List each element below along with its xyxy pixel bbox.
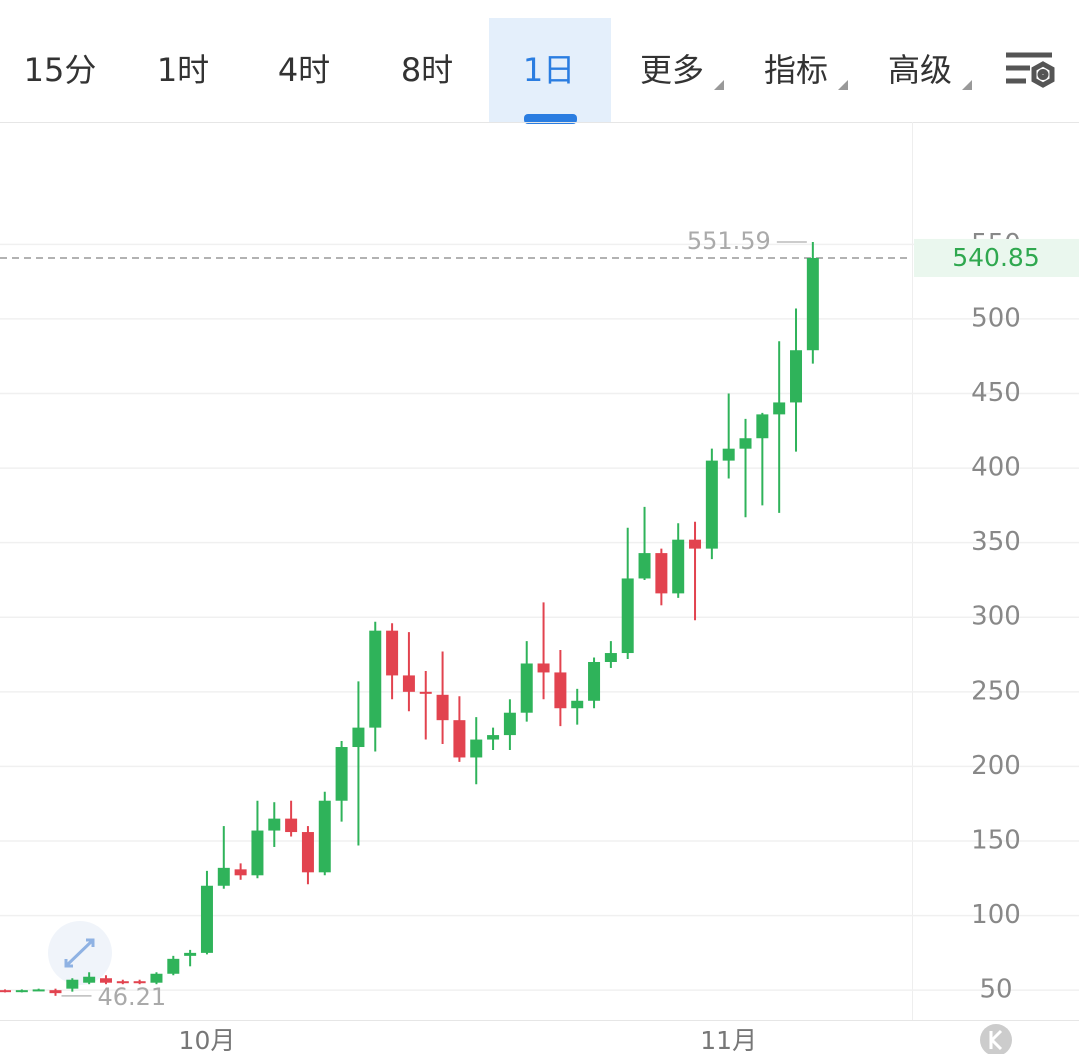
candle-body: [436, 694, 449, 721]
candle-body: [369, 630, 382, 728]
y-tick-label: 200: [971, 751, 1021, 781]
candle-body: [352, 727, 365, 748]
active-tab-indicator: [524, 114, 577, 124]
candle-body: [503, 712, 516, 736]
candle-body: [790, 350, 803, 403]
candle-body: [722, 448, 735, 461]
y-tick-label: 500: [971, 303, 1021, 333]
dropdown-caret: [962, 80, 972, 90]
candle-body: [150, 973, 163, 983]
expand-button[interactable]: [48, 921, 112, 985]
candle-body: [604, 653, 617, 662]
max-label: 551.59: [687, 227, 771, 255]
candle-body: [739, 438, 752, 449]
tab[interactable]: 1时: [157, 51, 209, 89]
tab[interactable]: 更多: [640, 51, 704, 89]
candle-body: [335, 747, 348, 801]
tab[interactable]: 15分: [24, 51, 97, 89]
y-tick-label: 250: [971, 676, 1021, 706]
active-tab-bg: [489, 18, 611, 122]
candle-body: [689, 539, 702, 549]
last-price-label: 540.85: [952, 243, 1039, 272]
candle-body: [554, 672, 567, 709]
candle-body: [705, 460, 718, 549]
dropdown-caret: [714, 80, 724, 90]
candle-body: [453, 720, 466, 758]
y-tick-label: 50: [979, 975, 1012, 1005]
candle-body: [217, 867, 230, 886]
y-tick-label: 100: [971, 900, 1021, 930]
candle-body: [66, 979, 79, 989]
candle-body: [402, 675, 415, 692]
tab[interactable]: 1日: [523, 51, 575, 89]
candle-body: [806, 257, 819, 351]
tab[interactable]: 8时: [401, 51, 453, 89]
x-tick-label: 10月: [179, 1026, 236, 1054]
candle-body: [386, 630, 399, 676]
candle-body: [167, 958, 180, 974]
y-tick-label: 400: [971, 453, 1021, 483]
candle-body: [470, 739, 483, 758]
candle-body: [15, 990, 28, 993]
candle-body: [318, 800, 331, 873]
candle-body: [773, 402, 786, 415]
candle-body: [99, 978, 112, 983]
candle-body: [756, 414, 769, 439]
candle-body: [419, 691, 432, 694]
tab[interactable]: 指标: [764, 51, 828, 89]
candle-body: [520, 663, 533, 713]
candle-body: [133, 981, 146, 984]
candle-body: [83, 976, 96, 983]
y-tick-label: 300: [971, 602, 1021, 632]
candle-body: [32, 989, 45, 992]
candle-body: [0, 990, 11, 993]
candle-body: [655, 553, 668, 594]
candle-body: [184, 952, 197, 956]
last-price-box: [914, 238, 1079, 277]
y-tick-label: 350: [971, 527, 1021, 557]
k-button[interactable]: [980, 1024, 1012, 1054]
candle-body: [588, 661, 601, 701]
y-tick-label: 450: [971, 378, 1021, 408]
dropdown-caret: [838, 80, 848, 90]
candle-body: [638, 553, 651, 579]
candle-body: [251, 830, 264, 876]
candle-body: [571, 700, 584, 709]
candle-body: [49, 990, 62, 994]
x-tick-label: 11月: [700, 1026, 757, 1054]
min-label: 46.21: [97, 983, 166, 1011]
candle-body: [487, 735, 500, 740]
candle-body: [234, 869, 247, 876]
candle-body: [537, 663, 550, 673]
candle-body: [116, 981, 129, 984]
candle-body: [672, 539, 685, 594]
tab[interactable]: 高级: [888, 51, 952, 89]
settings-icon[interactable]: [1006, 52, 1055, 88]
candle-body: [621, 578, 634, 654]
candle-body: [285, 818, 298, 833]
y-tick-label: 150: [971, 825, 1021, 855]
candle-body: [301, 832, 314, 873]
tab[interactable]: 4时: [278, 51, 330, 89]
candle-body: [268, 818, 281, 831]
candle-body: [200, 885, 213, 953]
